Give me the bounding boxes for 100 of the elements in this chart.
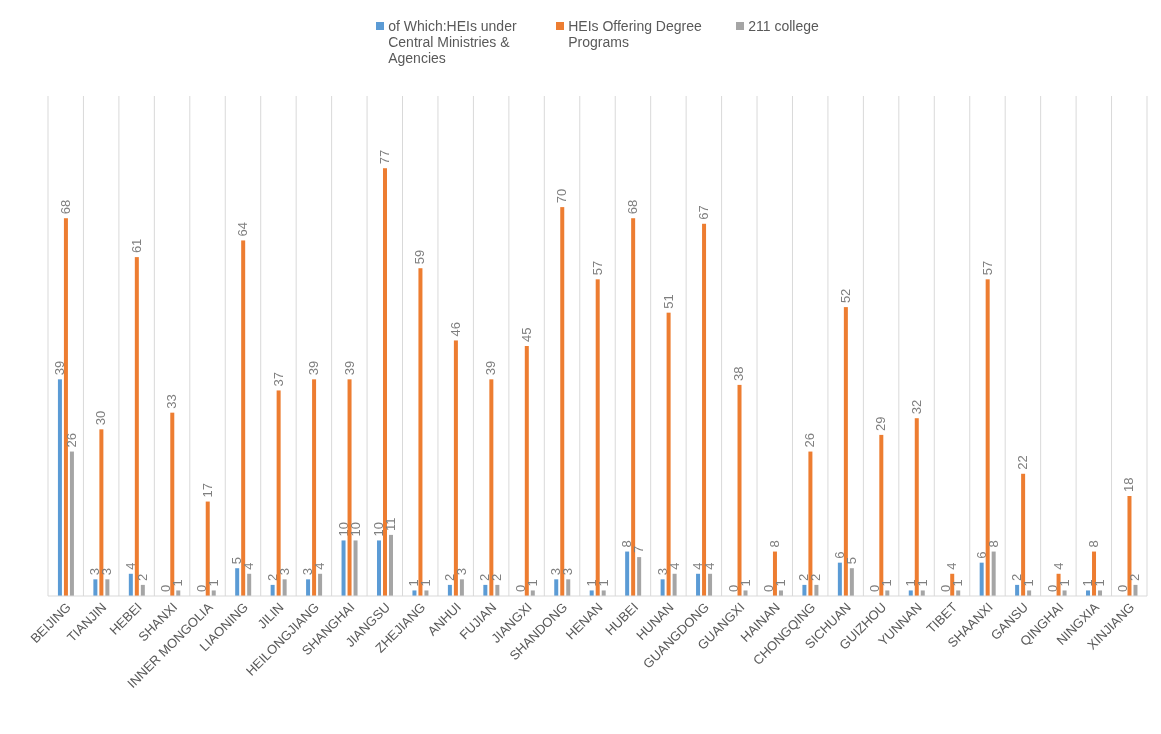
data-label: 0 [725, 584, 741, 592]
bar [843, 307, 848, 596]
data-label: 7 [631, 545, 647, 554]
data-label: 57 [979, 260, 995, 276]
bar [341, 540, 346, 596]
bar [170, 412, 175, 596]
data-label: 61 [128, 238, 144, 254]
data-label: 4 [312, 562, 328, 570]
bar [1027, 590, 1032, 596]
bar [595, 279, 600, 596]
data-label: 2 [441, 573, 457, 581]
bar [318, 573, 323, 596]
data-label: 37 [270, 371, 286, 387]
bar [849, 568, 854, 596]
bar [1062, 590, 1067, 596]
data-label: 1 [879, 579, 895, 587]
bar [176, 590, 181, 596]
bar [885, 590, 890, 596]
data-label: 0 [193, 584, 209, 592]
data-label: 70 [554, 188, 570, 204]
data-label: 6 [973, 551, 989, 559]
bar [956, 590, 961, 596]
bar [772, 551, 777, 596]
data-label: 1 [524, 579, 540, 587]
bar [376, 540, 381, 596]
bar [347, 379, 352, 596]
data-label: 1 [737, 579, 753, 587]
bar [979, 562, 984, 596]
bar [524, 346, 529, 596]
data-label: 59 [412, 249, 428, 265]
bar [134, 257, 139, 596]
data-label: 3 [453, 568, 469, 576]
data-label: 26 [802, 433, 818, 448]
bar [483, 584, 488, 596]
data-label: 38 [731, 366, 747, 381]
data-label: 4 [666, 562, 682, 570]
data-label: 1 [1056, 579, 1072, 587]
bar [637, 557, 642, 596]
bar [530, 590, 535, 596]
data-label: 22 [1015, 455, 1031, 470]
bar [1015, 584, 1020, 596]
bar [814, 584, 819, 596]
data-label: 46 [447, 321, 463, 337]
bar [69, 451, 74, 596]
data-label: 39 [341, 360, 357, 376]
data-label: 1 [950, 579, 966, 587]
data-label: 8 [985, 540, 1001, 548]
bar [93, 579, 98, 596]
bar [1127, 496, 1132, 596]
data-label: 1 [205, 579, 221, 587]
data-label: 8 [619, 540, 635, 548]
data-label: 39 [306, 360, 322, 376]
bar [696, 573, 701, 596]
data-label: 0 [760, 584, 776, 592]
bar [489, 379, 494, 596]
legend-label: HEIs Offering Degree Programs [568, 18, 703, 50]
bar [235, 568, 240, 596]
data-label: 0 [1115, 584, 1131, 592]
bar [1092, 551, 1097, 596]
bar [737, 384, 742, 596]
data-label: 17 [199, 483, 215, 498]
bar [312, 379, 317, 596]
data-label: 4 [944, 562, 960, 570]
bar [63, 218, 68, 596]
data-label: 4 [122, 562, 138, 570]
legend-label: of Which:HEIs under Central Ministries & Agencies [388, 18, 518, 66]
data-label: 3 [276, 568, 292, 576]
bar [708, 573, 713, 596]
bar [418, 268, 423, 596]
data-label: 1 [1021, 579, 1037, 587]
bar [453, 340, 458, 596]
data-label: 1 [772, 579, 788, 587]
data-label: 0 [867, 584, 883, 592]
bar [353, 540, 358, 596]
data-label: 6 [831, 551, 847, 559]
data-label: 39 [51, 360, 67, 376]
bar [1086, 590, 1091, 596]
data-label: 57 [589, 260, 605, 276]
bar [991, 551, 996, 596]
bar [57, 379, 62, 596]
data-label: 52 [837, 288, 853, 304]
data-label: 3 [300, 568, 316, 576]
bar [276, 390, 281, 596]
data-label: 18 [1121, 477, 1137, 492]
data-label: 30 [93, 410, 109, 426]
legend-label: 211 college [748, 18, 819, 34]
bar [1133, 584, 1138, 596]
data-label: 5 [229, 556, 245, 565]
data-label: 45 [518, 327, 534, 342]
bar [802, 584, 807, 596]
bar [566, 579, 571, 596]
data-label: 51 [660, 294, 676, 309]
bar [424, 590, 429, 596]
bar [589, 590, 594, 596]
data-label: 2 [264, 573, 280, 581]
data-label: 8 [1086, 540, 1102, 548]
bar [950, 573, 955, 596]
bar [412, 590, 417, 596]
data-label: 4 [241, 562, 257, 570]
bar [211, 590, 216, 596]
